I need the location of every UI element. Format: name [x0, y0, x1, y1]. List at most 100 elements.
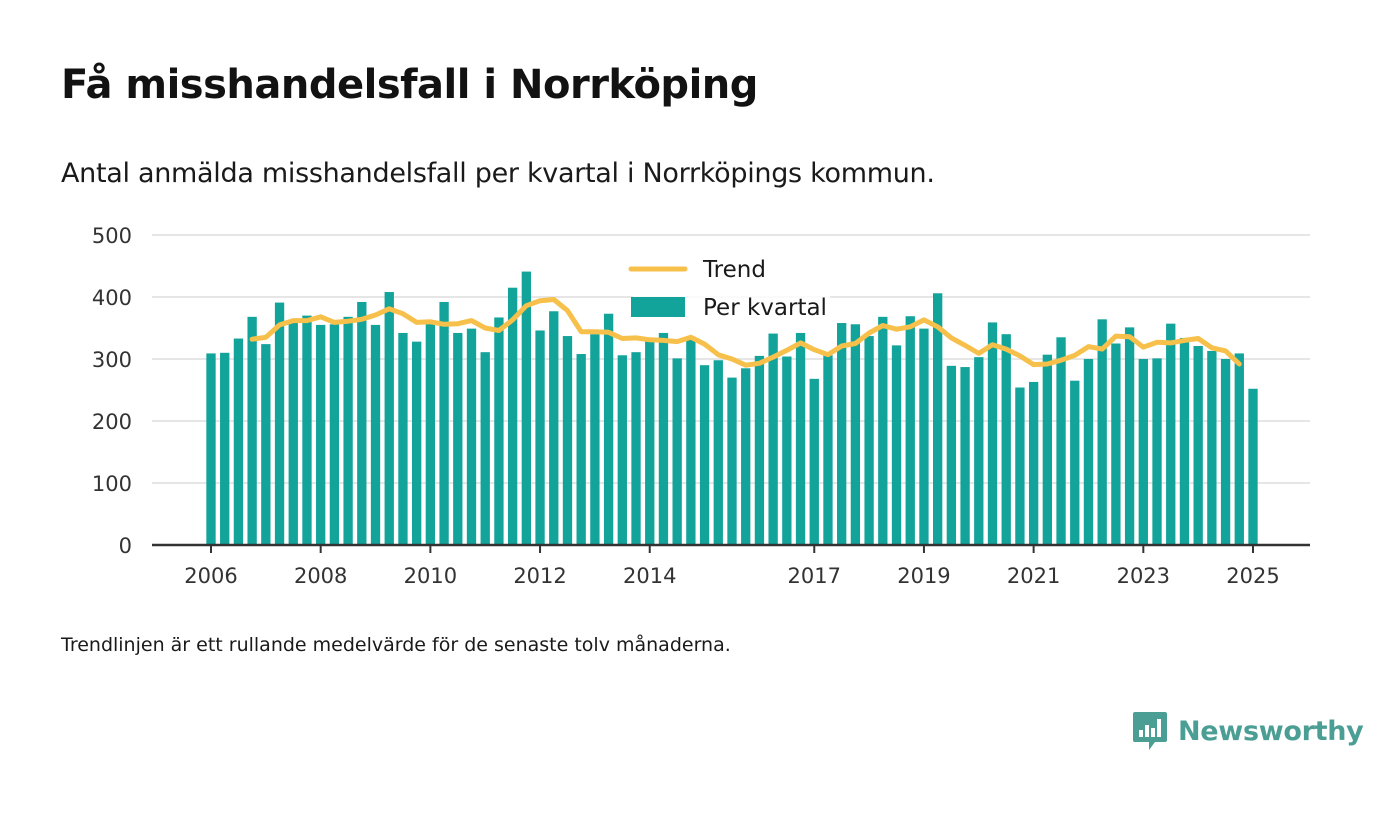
bar — [946, 365, 957, 545]
bar — [261, 344, 271, 545]
bar — [1042, 354, 1052, 545]
bar — [425, 321, 436, 545]
legend-bar-swatch — [631, 297, 685, 317]
bar — [1234, 353, 1244, 545]
x-tick-label: 2012 — [513, 564, 566, 588]
chart-svg: 0 100 200 300 400 500 2006 2008 2010 2012 2014 2017… — [92, 224, 1310, 588]
bar — [823, 355, 833, 545]
bar — [549, 311, 559, 545]
bar — [384, 292, 394, 545]
bar — [507, 287, 518, 545]
bar — [727, 377, 737, 545]
y-tick-label: 0 — [119, 534, 132, 558]
bar — [302, 315, 312, 545]
x-tick-label: 2008 — [294, 564, 347, 588]
bar — [960, 367, 970, 545]
bar — [1138, 359, 1148, 545]
bar — [370, 324, 381, 545]
bar — [1083, 359, 1094, 545]
bar — [412, 341, 422, 545]
x-tick-label: 2010 — [404, 564, 457, 588]
chart-title: Få misshandelsfall i Norrköping — [61, 62, 758, 108]
bar — [1028, 381, 1039, 545]
x-tick-label: 2025 — [1226, 564, 1279, 588]
bar — [288, 319, 298, 545]
legend-trend-label: Trend — [702, 257, 766, 283]
bar — [1070, 380, 1080, 545]
bar — [439, 301, 449, 545]
bar — [631, 352, 641, 545]
bar — [686, 336, 696, 545]
bar — [1056, 337, 1066, 545]
bar — [768, 333, 778, 545]
bar — [809, 378, 819, 545]
x-tick-label: 2019 — [897, 564, 950, 588]
bar — [1097, 319, 1107, 545]
bar — [1166, 323, 1176, 545]
y-tick-label: 500 — [92, 224, 132, 248]
bar — [1193, 345, 1203, 545]
bar — [974, 357, 984, 545]
bar — [658, 332, 669, 545]
bar — [233, 338, 244, 545]
bar — [590, 334, 600, 545]
legend: Trend Per kvartal — [628, 257, 830, 322]
bar — [837, 323, 847, 545]
bar — [878, 316, 888, 545]
bar — [466, 328, 477, 545]
bar — [987, 322, 998, 545]
bar — [1015, 387, 1025, 545]
bar — [329, 324, 340, 545]
bar — [453, 332, 463, 545]
chart-subtitle: Antal anmälda misshandelsfall per kvarta… — [61, 158, 935, 189]
bar — [741, 368, 751, 545]
bar — [1248, 388, 1258, 545]
bar — [220, 352, 230, 545]
bar — [933, 293, 943, 545]
bar — [1179, 337, 1190, 545]
brand-name: Newsworthy — [1178, 715, 1364, 747]
x-tick-label: 2021 — [1007, 564, 1060, 588]
bar — [1001, 334, 1011, 545]
legend-bar-label: Per kvartal — [703, 295, 827, 321]
bar — [1220, 359, 1231, 545]
trend-series — [249, 297, 1242, 368]
bar — [1124, 327, 1135, 545]
y-tick-label: 300 — [92, 348, 132, 372]
brand-logo[interactable]: Newsworthy — [1132, 710, 1364, 752]
y-tick-label: 100 — [92, 472, 132, 496]
bar — [398, 332, 408, 545]
bar — [905, 316, 915, 545]
bar — [603, 313, 614, 545]
newsworthy-logo-icon — [1133, 712, 1167, 750]
bar — [1111, 343, 1121, 545]
bar — [850, 324, 861, 545]
bar — [699, 365, 710, 545]
bar — [480, 352, 490, 545]
bar — [795, 332, 806, 545]
bar — [316, 324, 326, 545]
x-tick-label: 2017 — [788, 564, 841, 588]
y-tick-label: 400 — [92, 286, 132, 310]
x-tick-label: 2014 — [623, 564, 676, 588]
bar — [494, 317, 504, 545]
bar — [713, 360, 723, 545]
bar — [562, 336, 573, 545]
bar — [206, 353, 216, 545]
bar — [357, 301, 367, 545]
bar — [343, 316, 353, 545]
bar — [535, 330, 545, 545]
axes: 0 100 200 300 400 500 2006 2008 2010 2012 2014 2017… — [92, 224, 1310, 588]
footnote: Trendlinjen är ett rullande medelvärde f… — [61, 634, 731, 656]
x-tick-label: 2006 — [184, 564, 237, 588]
bar — [521, 271, 531, 545]
bar-series — [206, 271, 1258, 545]
bar — [919, 328, 929, 545]
bar — [891, 345, 902, 545]
bar — [672, 358, 682, 545]
bar — [1152, 358, 1162, 545]
bar — [782, 356, 792, 545]
bar — [576, 354, 586, 545]
bar — [645, 339, 655, 545]
bar — [864, 336, 874, 545]
